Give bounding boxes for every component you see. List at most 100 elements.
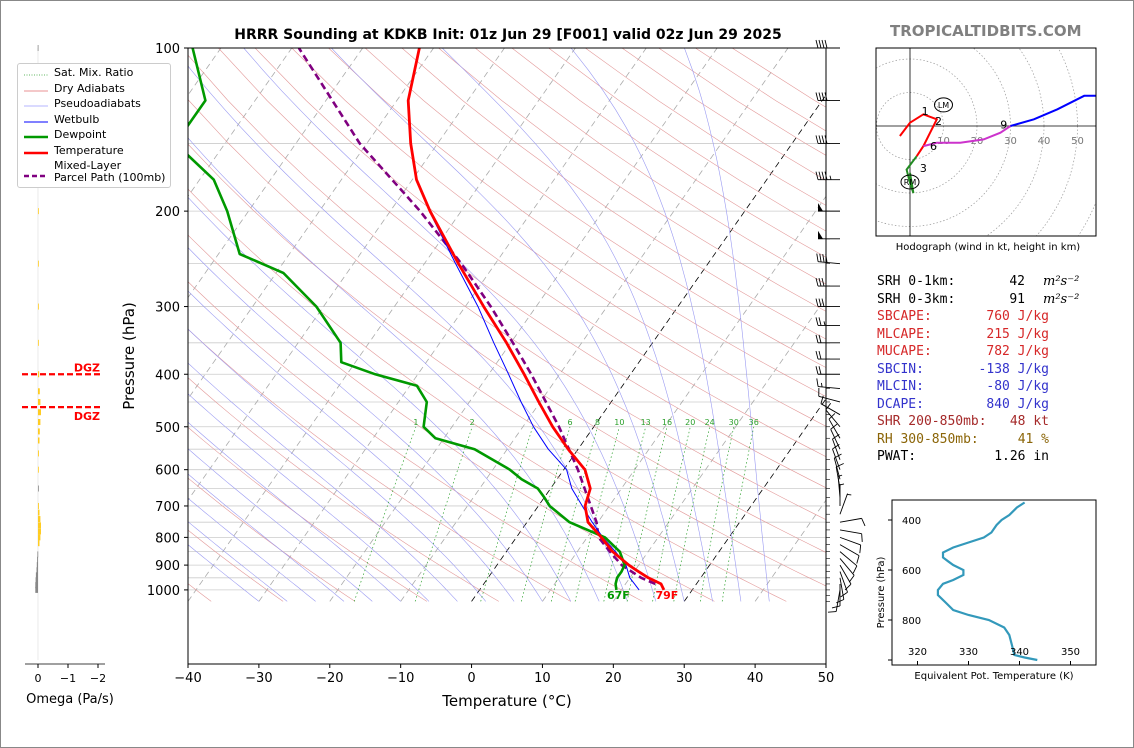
mixing-ratio-line [673, 426, 711, 602]
isotherm-line [258, 48, 647, 602]
legend-label: Wetbulb [54, 112, 100, 126]
omega-bar [38, 388, 40, 395]
wind-barb [815, 334, 840, 344]
x-tick-label: −40 [174, 671, 201, 686]
storm-motion-marker [934, 97, 953, 113]
isotherm-line [754, 499, 826, 602]
wind-barb [839, 517, 866, 527]
wind-barb [839, 483, 845, 506]
hodograph-height-label: 3 [920, 162, 927, 175]
y-tick-label: 800 [155, 531, 180, 546]
isotherm-line [329, 48, 718, 602]
wind-barb [815, 92, 840, 101]
isotherm-line [683, 398, 826, 602]
wind-barb [815, 317, 840, 326]
stat-row: SRH 0-3km: 91 m²s⁻² [877, 292, 1097, 308]
dry-adiabat [188, 377, 499, 602]
dry-adiabat [188, 529, 284, 602]
legend-swatch [24, 174, 48, 178]
omega-bar [35, 582, 38, 589]
isotherm-line [188, 48, 434, 400]
y-tick-label: 600 [155, 464, 180, 479]
y-tick-label: 500 [155, 421, 180, 436]
hodograph-grid: 10 20 30 40 50 [876, 48, 1096, 236]
wind-barb [839, 493, 852, 515]
omega-bar [38, 260, 39, 267]
legend-swatch [24, 135, 48, 139]
omega-bar [38, 371, 40, 378]
mixing-ratio-label: 20 [685, 418, 695, 427]
chart-title: HRRR Sounding at KDKB Init: 01z Jun 29 [… [234, 27, 782, 43]
isotherm-line [542, 195, 826, 602]
hodograph-ring-label: 20 [971, 136, 984, 147]
omega-bar [38, 419, 41, 426]
pseudoadiabat [188, 196, 572, 602]
x-tick-label: 20 [605, 671, 622, 686]
theta-e-x-tick-label: 330 [959, 647, 978, 658]
dry-adiabat [188, 188, 787, 602]
surface-temperature-label: 79F [655, 589, 678, 602]
wind-barb [818, 203, 840, 212]
hodograph-frame [875, 47, 1097, 237]
dry-adiabat [188, 426, 428, 602]
wind-barb [839, 529, 863, 542]
pseudoadiabat [570, 48, 742, 602]
wind-barb [830, 423, 841, 450]
wind-barb [818, 388, 841, 403]
mixing-ratio-label: 30 [729, 418, 739, 427]
omega-bar [36, 562, 38, 569]
isotherm-line [0, 48, 8, 601]
isotherm-line [188, 48, 364, 299]
mixing-ratio-label: 36 [749, 418, 759, 427]
isotherm-line [188, 48, 505, 501]
dry-adiabat [188, 54, 826, 521]
x-tick-label: −20 [316, 671, 343, 686]
skewt-grid [0, 48, 826, 602]
stat-value: 42 [1009, 274, 1025, 289]
isotherm-line [188, 48, 293, 198]
dry-adiabat [475, 48, 826, 285]
wind-barb [815, 135, 840, 144]
legend-label: Pseudoadiabats [54, 97, 141, 110]
y-tick-label: 1000 [147, 584, 180, 599]
wind-barb [831, 583, 841, 609]
dry-adiabat [658, 48, 826, 156]
wind-barb [839, 571, 848, 598]
hodograph-panel: 10 20 30 40 50 12 36 9 LM RM Hodograph (wind in kt… [875, 47, 1097, 253]
legend-swatch [24, 121, 48, 122]
pseudoadiabat [331, 48, 685, 602]
hodograph-trace [1010, 94, 1096, 127]
dry-adiabat [188, 143, 826, 587]
stat-row: SBCAPE: 760 J/kg [877, 309, 1097, 325]
theta-e-x-tick-label: 320 [908, 647, 927, 658]
series-dewpoint [188, 48, 626, 591]
theta-e-panel: 320 330 340 350 400 600 800 Equivalent Pot. Tem… [876, 499, 1097, 682]
wind-barb [839, 558, 855, 583]
stat-row: PWAT: 1.26 in [877, 449, 1097, 465]
omega-tick-label: −1 [60, 672, 76, 685]
stat-label: MUCAPE: [877, 344, 932, 359]
hodograph-height-label: 2 [935, 115, 942, 128]
y-tick-label: 200 [155, 205, 180, 220]
y-tick-label: 700 [155, 500, 180, 515]
pseudoadiabat [188, 521, 288, 602]
x-tick-label: 30 [676, 671, 693, 686]
mixing-ratio-line [574, 426, 620, 602]
stat-value: 782 J/kg [986, 344, 1049, 359]
dgz-label: DGZ [74, 410, 100, 423]
storm-motion-label: RM [904, 178, 917, 187]
dry-adiabat [188, 477, 356, 602]
stat-label: MLCIN: [877, 379, 924, 394]
hodograph-trace [923, 125, 1012, 148]
brand-watermark: TROPICALTIDBITS.COM [890, 22, 1082, 40]
stat-label: PWAT: [877, 449, 917, 464]
dry-adiabat [364, 48, 826, 368]
mixing-ratio-label: 24 [705, 418, 715, 427]
legend-swatch [24, 105, 48, 107]
pseudoadiabat [188, 65, 628, 602]
legend-label: Dewpoint [54, 128, 107, 141]
hodograph-height-label: 6 [930, 140, 937, 153]
pseudoadiabat [188, 328, 486, 602]
stat-row: MLCIN: -80 J/kg [877, 379, 1097, 395]
omega-bar [38, 485, 39, 492]
